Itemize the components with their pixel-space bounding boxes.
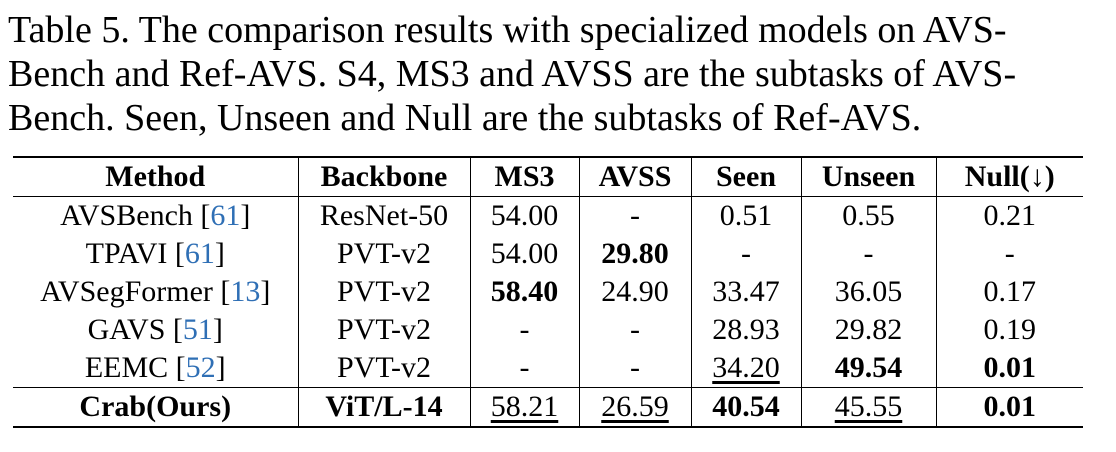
cell-null: 0.21 <box>983 199 1037 232</box>
cell-null: 0.19 <box>983 313 1037 346</box>
cell-ms3: 58.40 <box>470 273 580 311</box>
cell-unseen: 36.05 <box>801 273 937 311</box>
cell-avss: - <box>579 349 692 388</box>
cell-unseen: 0.55 <box>801 196 937 235</box>
cell-avss: 26.59 <box>579 387 692 427</box>
avss-value: 26.59 <box>601 390 669 423</box>
table-row: TPAVI [61] PVT-v2 54.00 29.80 - - - <box>13 235 1083 273</box>
cell-backbone: PVT-v2 <box>298 349 471 388</box>
header-backbone: Backbone <box>298 157 471 197</box>
caption-line-3: Bench. Seen, Unseen and Null are the sub… <box>8 97 922 139</box>
header-null: Null(↓) <box>964 160 1055 193</box>
cell-unseen: 45.55 <box>801 387 937 427</box>
cell-unseen: - <box>801 235 937 273</box>
method-name: GAVS <box>87 313 166 346</box>
table-caption: Table 5. The comparison results with spe… <box>8 8 1108 140</box>
cell-seen: 33.47 <box>691 273 802 311</box>
cell-avss: - <box>579 196 692 235</box>
header-method: Method <box>13 157 299 197</box>
cell-ms3: 54.00 <box>470 196 580 235</box>
header-avss: AVSS <box>579 157 692 197</box>
header-row: Method Backbone MS3 AVSS Seen Unseen Nul… <box>13 157 1083 197</box>
citation-link[interactable]: 52 <box>185 351 216 384</box>
cell-method: GAVS [51] <box>13 311 299 349</box>
cell-avss: - <box>579 311 692 349</box>
table-row: AVSBench [61] ResNet-50 54.00 - 0.51 0.5… <box>13 196 1083 235</box>
header-seen: Seen <box>691 157 802 197</box>
caption-line-2: Bench and Ref-AVS. S4, MS3 and AVSS are … <box>8 53 1017 95</box>
header-unseen: Unseen <box>801 157 937 197</box>
cell-method: AVSBench [61] <box>13 196 299 235</box>
table-row: EEMC [52] PVT-v2 - - 34.20 49.54 0.01 <box>13 349 1083 388</box>
ms3-value: 58.21 <box>490 390 559 423</box>
citation-link[interactable]: 51 <box>182 313 213 346</box>
cell-ms3: 58.21 <box>470 387 580 427</box>
method-name: AVSBench <box>60 199 193 232</box>
cell-seen: - <box>691 235 802 273</box>
cell-unseen: 49.54 <box>801 349 937 388</box>
citation-link[interactable]: 13 <box>230 275 261 308</box>
cell-avss: 24.90 <box>579 273 692 311</box>
cell-seen: 28.93 <box>691 311 802 349</box>
cell-null: 0.01 <box>983 351 1037 384</box>
cell-backbone: ResNet-50 <box>298 196 471 235</box>
table-row: AVSegFormer [13] PVT-v2 58.40 24.90 33.4… <box>13 273 1083 311</box>
caption-line-1: Table 5. The comparison results with spe… <box>8 9 1007 51</box>
cell-method: TPAVI [61] <box>13 235 299 273</box>
cell-seen: 0.51 <box>691 196 802 235</box>
method-name: TPAVI <box>85 237 168 270</box>
method-name: EEMC <box>84 351 169 384</box>
cell-ms3: - <box>470 311 580 349</box>
cell-backbone: PVT-v2 <box>298 311 471 349</box>
cell-null: 0.17 <box>983 275 1037 308</box>
table-row: Crab(Ours) ViT/L-14 58.21 26.59 40.54 45… <box>13 387 1083 427</box>
cell-null: 0.01 <box>983 390 1037 423</box>
cell-ms3: - <box>470 349 580 388</box>
method-name: AVSegFormer <box>40 275 213 308</box>
cell-backbone: PVT-v2 <box>298 235 471 273</box>
cell-null: - <box>1004 237 1015 270</box>
cell-method: AVSegFormer [13] <box>13 273 299 311</box>
cell-backbone: ViT/L-14 <box>298 387 471 427</box>
cell-seen: 40.54 <box>691 387 802 427</box>
header-ms3: MS3 <box>470 157 580 197</box>
cell-method: EEMC [52] <box>13 349 299 388</box>
citation-link[interactable]: 61 <box>210 199 241 232</box>
cell-avss: 29.80 <box>579 235 692 273</box>
table-row: GAVS [51] PVT-v2 - - 28.93 29.82 0.19 <box>13 311 1083 349</box>
cell-unseen: 29.82 <box>801 311 937 349</box>
results-table: Method Backbone MS3 AVSS Seen Unseen Nul… <box>13 156 1083 428</box>
cell-method: Crab(Ours) <box>13 387 299 427</box>
cell-backbone: PVT-v2 <box>298 273 471 311</box>
cell-ms3: 54.00 <box>470 235 580 273</box>
cell-seen: 34.20 <box>691 349 802 388</box>
seen-value: 34.20 <box>712 351 780 384</box>
unseen-value: 45.55 <box>834 390 903 423</box>
citation-link[interactable]: 61 <box>184 237 215 270</box>
